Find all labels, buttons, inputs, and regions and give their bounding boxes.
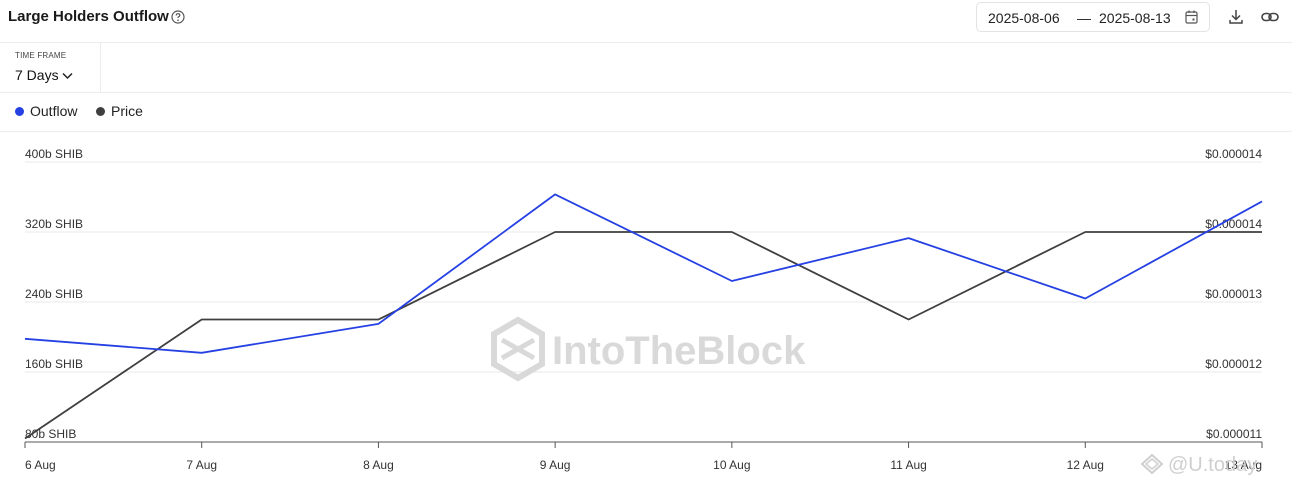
x-tick-label: 13 Aug [1225,458,1262,472]
chart-title: Large Holders Outflow [8,8,169,25]
calendar-icon [1185,10,1198,24]
series [24,193,1263,440]
date-separator: — [1077,10,1091,26]
y-left-tick-label: 320b SHIB [25,217,83,231]
help-icon[interactable] [171,10,185,24]
divider [0,92,1292,93]
x-tick-label: 6 Aug [25,458,56,472]
x-tick-label: 10 Aug [713,458,750,472]
y-right-tick-label: $0.000013 [1205,287,1262,301]
divider [0,131,1292,132]
series-line-outflow[interactable] [24,193,1263,354]
link-icon[interactable] [1261,9,1279,25]
y-left-tick-label: 240b SHIB [25,287,83,301]
intotheblock-logo-icon [491,316,545,382]
download-icon[interactable] [1228,9,1244,25]
x-tick-label: 9 Aug [540,458,571,472]
y-right-tick-label: $0.000012 [1205,357,1262,371]
legend-dot-outflow [15,107,24,116]
series-line-price[interactable] [24,231,1262,440]
x-tick-label: 12 Aug [1067,458,1104,472]
legend-label-outflow: Outflow [30,103,78,119]
y-right-tick-label: $0.000014 [1205,147,1262,161]
watermark: IntoTheBlock [491,316,806,382]
chevron-down-icon [62,72,73,80]
y-left-tick-label: 160b SHIB [25,357,83,371]
timeframe-value: 7 Days [15,67,59,83]
line-chart: IntoTheBlock 400b SHIB 320b SHIB 240b SHIB… [24,147,1263,476]
utoday-watermark: @U.today [1140,453,1257,476]
x-tick-label: 11 Aug [890,458,926,472]
legend-label-price: Price [111,103,143,119]
watermark-text: IntoTheBlock [552,329,806,373]
date-range-picker[interactable]: 2025-08-06 — 2025-08-13 [976,2,1210,32]
timeframe-selector[interactable]: TIME FRAME 7 Days [0,42,101,92]
y-right-tick-label: $0.000014 [1205,217,1262,231]
x-tick-label: 8 Aug [363,458,394,472]
x-tick-label: 7 Aug [186,458,217,472]
timeframe-label: TIME FRAME [15,51,67,60]
date-start: 2025-08-06 [988,10,1060,26]
utoday-text: @U.today [1168,454,1257,476]
utoday-logo-icon [1140,453,1164,475]
date-end: 2025-08-13 [1099,10,1171,26]
legend-dot-price [96,107,105,116]
y-left-tick-label: 400b SHIB [25,147,83,161]
chart-header: Large Holders Outflow 2025-08-06 — 2025-… [0,0,1292,43]
y-right-tick-label: $0.000011 [1206,427,1262,441]
